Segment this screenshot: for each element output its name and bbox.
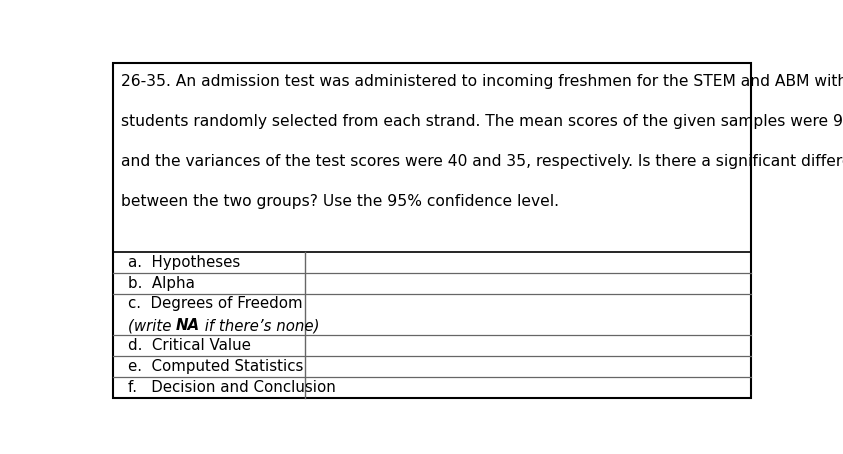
Text: f.   Decision and Conclusion: f. Decision and Conclusion [127, 380, 336, 395]
Text: a.  Hypotheses: a. Hypotheses [127, 255, 240, 270]
Text: c.  Degrees of Freedom: c. Degrees of Freedom [127, 296, 302, 311]
Text: b.  Alpha: b. Alpha [127, 276, 195, 291]
FancyBboxPatch shape [113, 63, 751, 398]
Text: between the two groups? Use the 95% confidence level.: between the two groups? Use the 95% conf… [121, 194, 559, 209]
Text: d.  Critical Value: d. Critical Value [127, 338, 250, 353]
Text: e.  Computed Statistics: e. Computed Statistics [127, 359, 303, 374]
Text: (write: (write [127, 318, 176, 333]
Text: if there’s none): if there’s none) [200, 318, 319, 333]
Text: students randomly selected from each strand. The mean scores of the given sample: students randomly selected from each str… [121, 114, 843, 129]
Text: NA: NA [176, 318, 200, 333]
Text: and the variances of the test scores were 40 and 35, respectively. Is there a si: and the variances of the test scores wer… [121, 154, 843, 169]
Text: 26-35. An admission test was administered to incoming freshmen for the STEM and : 26-35. An admission test was administere… [121, 74, 843, 89]
